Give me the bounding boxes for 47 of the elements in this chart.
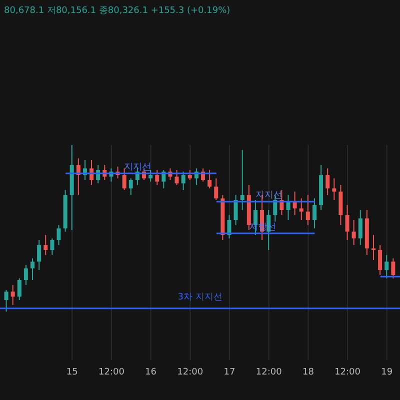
x-tick-label: 18 bbox=[302, 367, 314, 378]
candlestick bbox=[332, 178, 336, 200]
candlestick bbox=[326, 168, 330, 196]
candlestick bbox=[56, 224, 61, 246]
candlestick bbox=[148, 170, 153, 182]
candlestick bbox=[4, 290, 8, 312]
x-tick-label: 12:00 bbox=[334, 367, 361, 378]
x-tick-label: 15 bbox=[66, 367, 78, 378]
candlestick bbox=[17, 278, 22, 300]
ref-line-label: 3차 지지선 bbox=[178, 292, 222, 302]
x-tick-label: 12:00 bbox=[98, 367, 125, 378]
x-tick-label: 12:00 bbox=[177, 367, 204, 378]
candlestick bbox=[306, 194, 310, 226]
candlestick bbox=[345, 204, 350, 240]
candlestick bbox=[299, 198, 304, 220]
candlestick bbox=[188, 170, 192, 180]
candlestick bbox=[227, 214, 232, 239]
candlestick bbox=[292, 191, 297, 216]
series-label: 지지선 bbox=[124, 162, 152, 172]
candlestick bbox=[391, 258, 396, 279]
x-tick-label: 12:00 bbox=[256, 367, 282, 378]
candlestick bbox=[286, 194, 290, 220]
candlestick bbox=[50, 238, 54, 256]
x-tick-label: 19 bbox=[381, 367, 393, 378]
candlestick bbox=[378, 244, 382, 276]
candlestick bbox=[155, 170, 160, 186]
candlestick bbox=[44, 234, 48, 256]
candlestick bbox=[37, 240, 42, 270]
candlestick bbox=[234, 194, 238, 226]
candlestick bbox=[312, 198, 316, 229]
candlestick bbox=[214, 178, 218, 200]
candlestick bbox=[208, 170, 212, 189]
candlestick bbox=[24, 264, 28, 286]
candlestick bbox=[352, 220, 356, 246]
candlestick bbox=[122, 168, 126, 190]
candlestick bbox=[174, 170, 179, 186]
candlestick bbox=[10, 284, 15, 306]
candlestick bbox=[181, 171, 186, 190]
candlestick bbox=[30, 258, 35, 280]
x-tick-label: 16 bbox=[145, 367, 157, 378]
candlestick bbox=[358, 210, 362, 246]
candlestick bbox=[240, 150, 244, 210]
candlestick bbox=[384, 254, 389, 279]
candlestick bbox=[338, 184, 343, 226]
x-tick-label: 17 bbox=[224, 367, 236, 378]
chart-subtitle: 80,678.1 저80,156.1 종80,326.1 +155.3 (+0.19%) bbox=[4, 5, 230, 17]
candlestick bbox=[128, 178, 133, 196]
